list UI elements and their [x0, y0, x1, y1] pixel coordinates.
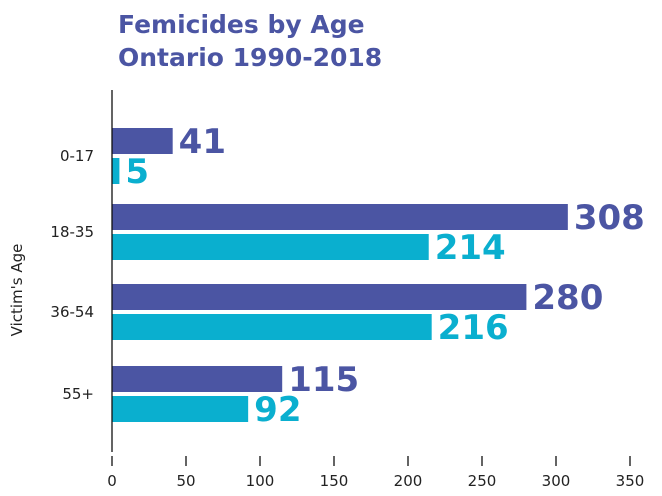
data-label-0-17-series-1: 41	[179, 122, 226, 162]
x-tick-label-50: 50	[176, 472, 195, 490]
x-tick-label-300: 300	[542, 472, 571, 490]
x-tick-label-350: 350	[616, 472, 645, 490]
bar-55+-series-2	[112, 396, 249, 422]
data-label-55+-series-1: 115	[288, 360, 359, 400]
x-tick-label-100: 100	[246, 472, 275, 490]
bar-0-17-series-1	[112, 128, 173, 154]
data-label-18-35-series-1: 308	[574, 198, 645, 238]
data-label-55+-series-2: 92	[254, 390, 301, 430]
category-label-18-35: 18-35	[50, 223, 94, 241]
x-tick-label-200: 200	[394, 472, 423, 490]
x-tick-label-0: 0	[107, 472, 117, 490]
x-tick-label-250: 250	[468, 472, 497, 490]
data-label-36-54-series-2: 216	[438, 308, 509, 348]
bar-36-54-series-2	[112, 314, 432, 340]
bar-18-35-series-2	[112, 234, 429, 260]
chart-title: Femicides by Age Ontario 1990-2018	[118, 8, 382, 74]
chart-title-line-2: Ontario 1990-2018	[118, 43, 383, 72]
axes-group: 0-17 18-35 36-54 55+ 0 50 100 150 200 250 300 350	[50, 90, 644, 490]
chart-title-line-1: Femicides by Age	[118, 10, 365, 39]
data-label-0-17-series-2: 5	[125, 152, 149, 192]
data-label-36-54-series-1: 280	[532, 278, 603, 318]
category-label-0-17: 0-17	[60, 147, 94, 165]
category-label-55+: 55+	[62, 385, 94, 403]
category-label-36-54: 36-54	[50, 303, 94, 321]
bar-36-54-series-1	[112, 284, 527, 310]
bar-0-17-series-2	[112, 158, 120, 184]
bar-18-35-series-1	[112, 204, 568, 230]
y-axis-title: Victim's Age	[8, 244, 26, 337]
data-label-18-35-series-2: 214	[435, 228, 506, 268]
x-tick-label-150: 150	[320, 472, 349, 490]
bar-55+-series-1	[112, 366, 283, 392]
